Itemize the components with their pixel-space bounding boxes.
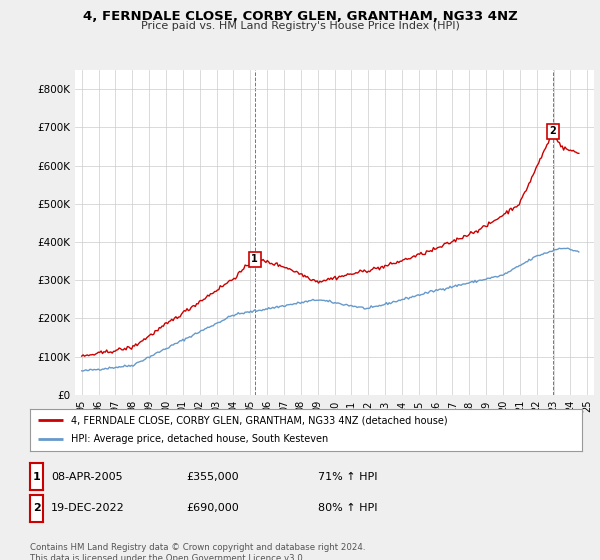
- Text: Contains HM Land Registry data © Crown copyright and database right 2024.
This d: Contains HM Land Registry data © Crown c…: [30, 543, 365, 560]
- Text: £690,000: £690,000: [186, 503, 239, 514]
- Text: 2: 2: [550, 126, 556, 136]
- Text: 4, FERNDALE CLOSE, CORBY GLEN, GRANTHAM, NG33 4NZ (detached house): 4, FERNDALE CLOSE, CORBY GLEN, GRANTHAM,…: [71, 415, 448, 425]
- Text: 80% ↑ HPI: 80% ↑ HPI: [318, 503, 377, 514]
- Text: 71% ↑ HPI: 71% ↑ HPI: [318, 472, 377, 482]
- Text: 2: 2: [33, 503, 40, 514]
- Text: Price paid vs. HM Land Registry's House Price Index (HPI): Price paid vs. HM Land Registry's House …: [140, 21, 460, 31]
- Text: £355,000: £355,000: [186, 472, 239, 482]
- Text: HPI: Average price, detached house, South Kesteven: HPI: Average price, detached house, Sout…: [71, 435, 329, 445]
- Text: 1: 1: [251, 254, 258, 264]
- Text: 08-APR-2005: 08-APR-2005: [51, 472, 122, 482]
- Text: 4, FERNDALE CLOSE, CORBY GLEN, GRANTHAM, NG33 4NZ: 4, FERNDALE CLOSE, CORBY GLEN, GRANTHAM,…: [83, 10, 517, 23]
- Text: 19-DEC-2022: 19-DEC-2022: [51, 503, 125, 514]
- Text: 1: 1: [33, 472, 40, 482]
